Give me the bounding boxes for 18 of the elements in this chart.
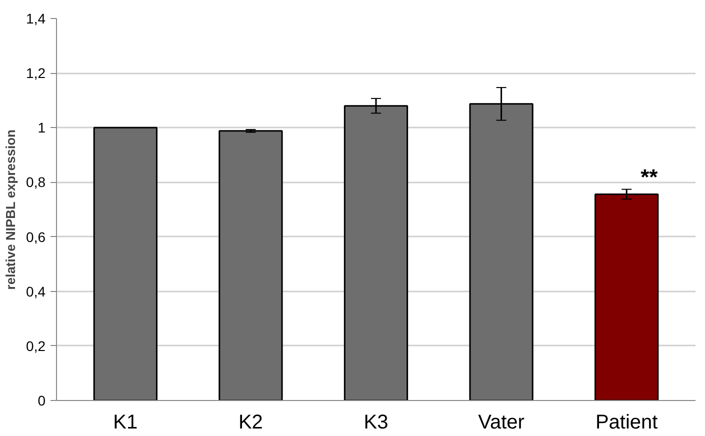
x-tick-label: K2 [238,412,263,434]
y-tick-label: 0 [38,392,46,408]
x-tick-label: K1 [113,412,138,434]
y-tick-label: 0,2 [26,338,46,354]
x-tick-label: Vater [478,412,525,434]
y-tick-label: 1,2 [26,65,46,82]
x-tick-label: Patient [595,412,658,434]
bar [93,126,158,400]
y-tick-label: 0,4 [26,283,46,300]
bar [218,130,283,400]
y-tick-label: 1 [38,120,46,136]
y-tick-label: 1,4 [26,10,46,26]
x-tick-label: K3 [364,412,388,434]
y-tick-label: 0,8 [26,174,46,190]
y-tick-label: 0,6 [26,228,46,245]
annotation: ** [640,164,658,190]
bar [594,193,659,400]
y-axis-title: relative NIPBL expression [3,129,18,290]
